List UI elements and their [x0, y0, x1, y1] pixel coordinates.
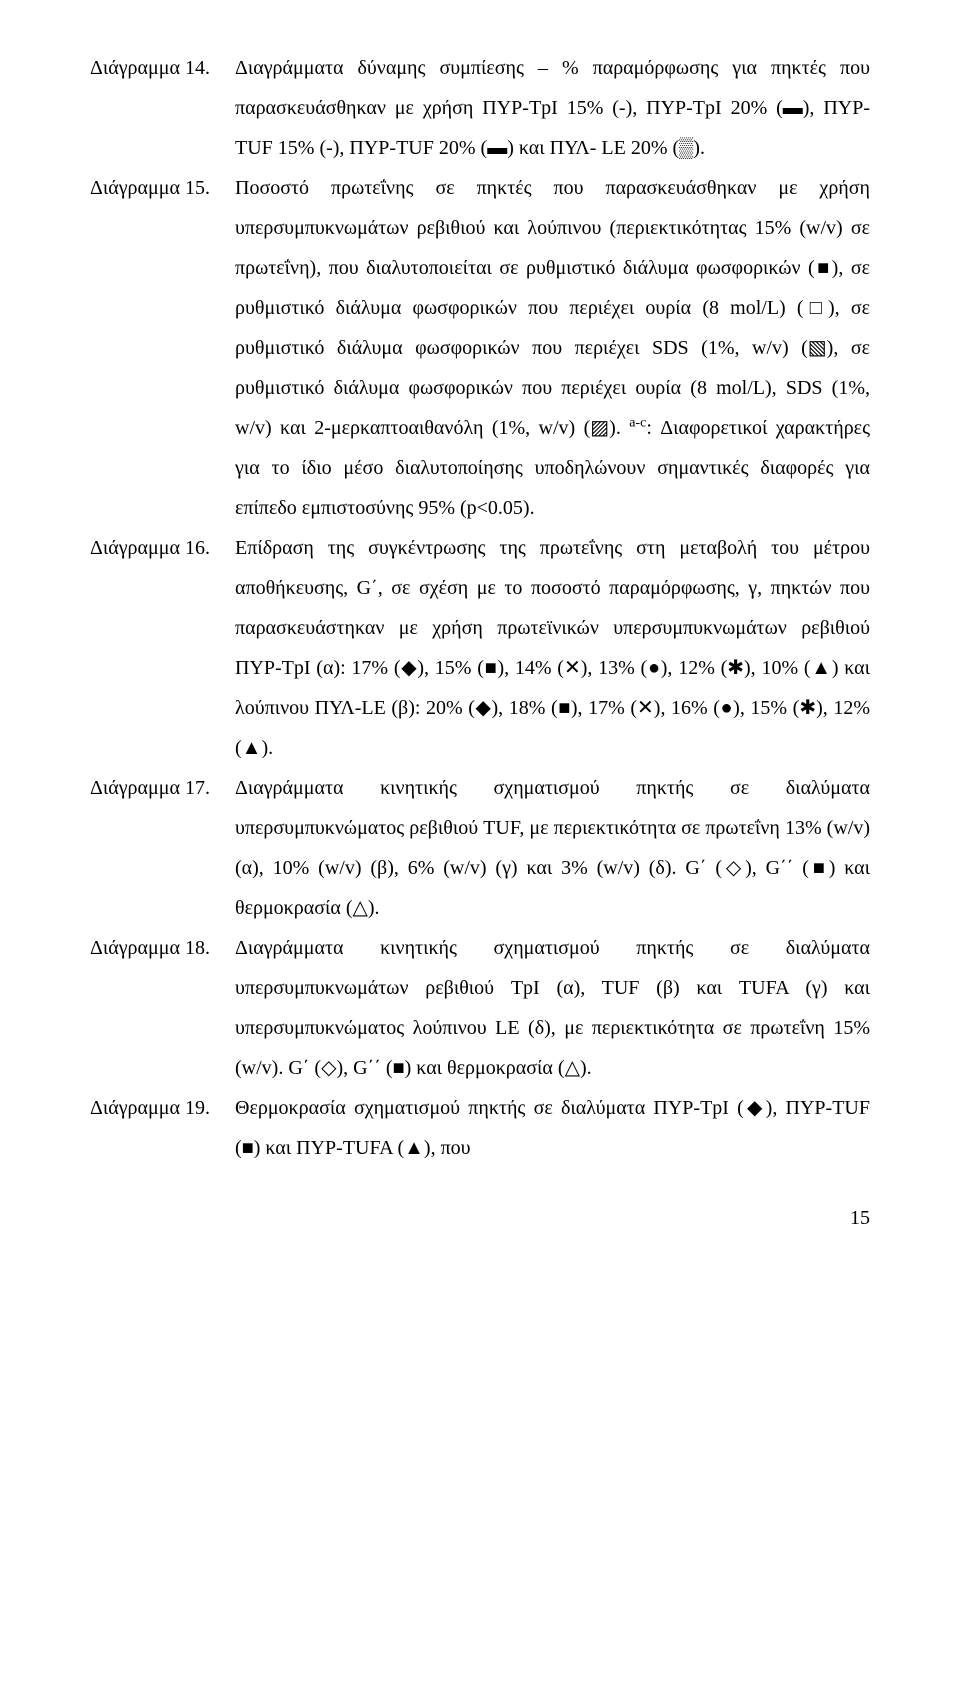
figure-text-16: Επίδραση της συγκέντρωσης της πρωτεΐνης … [235, 537, 870, 759]
figure-body-18: Διαγράμματα κινητικής σχηματισμού πηκτής… [235, 928, 870, 1088]
figure-label-19: Διάγραμμα 19. [90, 1088, 230, 1128]
figure-body-14: Διαγράμματα δύναμης συμπίεσης – % παραμό… [235, 48, 870, 168]
figure-label-17: Διάγραμμα 17. [90, 768, 230, 808]
figure-body-17: Διαγράμματα κινητικής σχηματισμού πηκτής… [235, 768, 870, 928]
figure-label-14: Διάγραμμα 14. [90, 48, 230, 88]
figure-label-16: Διάγραμμα 16. [90, 528, 230, 568]
figure-text-17: Διαγράμματα κινητικής σχηματισμού πηκτής… [235, 777, 870, 919]
figure-entry-16: Διάγραμμα 16. Επίδραση της συγκέντρωσης … [90, 528, 870, 768]
figure-label-15: Διάγραμμα 15. [90, 168, 230, 208]
figure-text-14: Διαγράμματα δύναμης συμπίεσης – % παραμό… [235, 57, 870, 159]
figure-entry-18: Διάγραμμα 18. Διαγράμματα κινητικής σχημ… [90, 928, 870, 1088]
figure-label-18: Διάγραμμα 18. [90, 928, 230, 968]
figure-entry-19: Διάγραμμα 19. Θερμοκρασία σχηματισμού πη… [90, 1088, 870, 1168]
figure-body-16: Επίδραση της συγκέντρωσης της πρωτεΐνης … [235, 528, 870, 768]
figure-text-19: Θερμοκρασία σχηματισμού πηκτής σε διαλύμ… [235, 1097, 870, 1159]
figure-text-15a: Ποσοστό πρωτεΐνης σε πηκτές που παρασκευ… [235, 177, 870, 439]
figure-text-18: Διαγράμματα κινητικής σχηματισμού πηκτής… [235, 937, 870, 1079]
figure-entry-14: Διάγραμμα 14. Διαγράμματα δύναμης συμπίε… [90, 48, 870, 168]
figure-entry-17: Διάγραμμα 17. Διαγράμματα κινητικής σχημ… [90, 768, 870, 928]
page-number: 15 [90, 1198, 870, 1238]
figure-entry-15: Διάγραμμα 15. Ποσοστό πρωτεΐνης σε πηκτέ… [90, 168, 870, 528]
figure-body-19: Θερμοκρασία σχηματισμού πηκτής σε διαλύμ… [235, 1088, 870, 1168]
figure-body-15: Ποσοστό πρωτεΐνης σε πηκτές που παρασκευ… [235, 168, 870, 528]
figure-superscript-15: a-c [629, 415, 646, 430]
